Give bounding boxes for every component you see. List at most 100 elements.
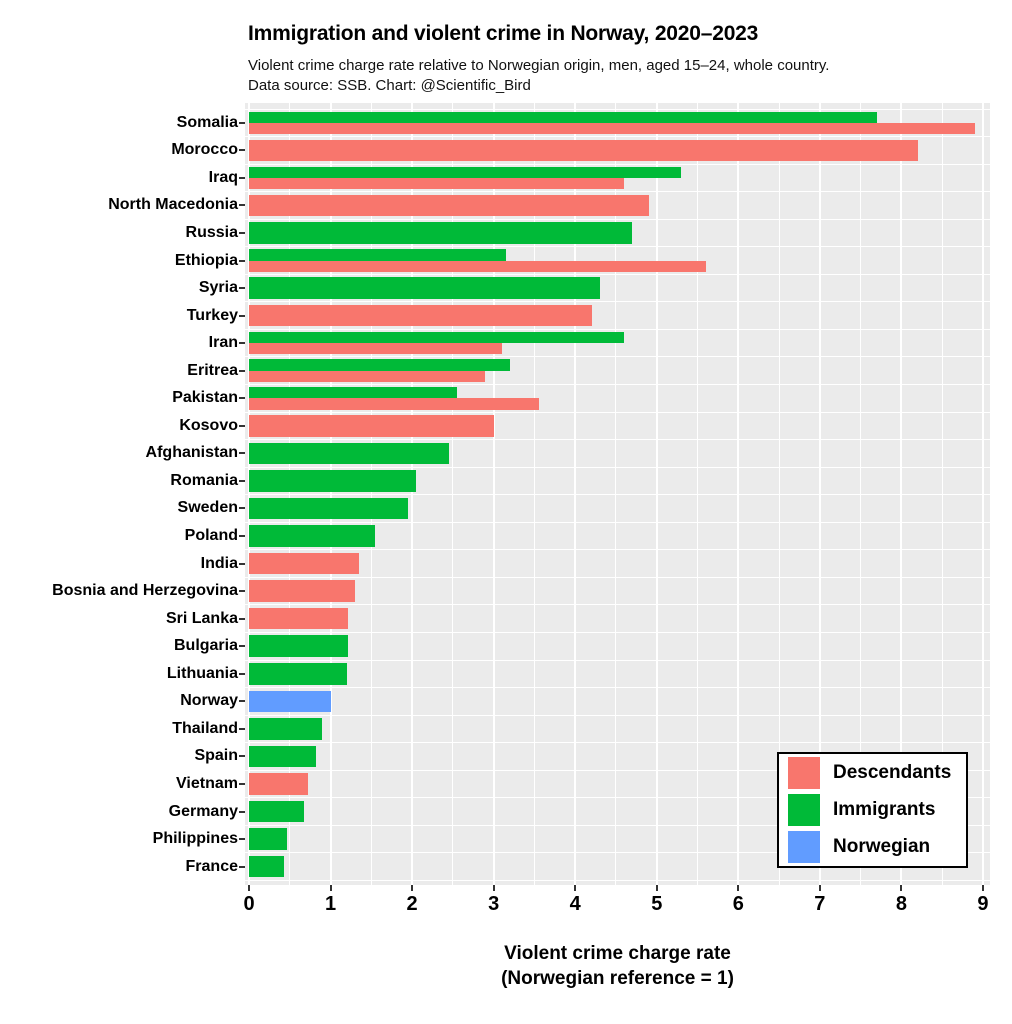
gridline-minor-0.5: [289, 103, 291, 885]
bar-eritrea-immigrants: [249, 359, 510, 371]
x-tick-1: [329, 885, 332, 891]
bar-vietnam-descendants: [249, 773, 308, 795]
row-separator: [245, 824, 990, 826]
x-tick-4: [574, 885, 577, 891]
y-label-france: France: [185, 857, 238, 875]
row-separator: [245, 852, 990, 854]
y-tick-spain: [239, 755, 245, 758]
row-separator: [245, 328, 990, 330]
y-axis-labels: Somalia Morocco Iraq North Macedonia Russia E…: [0, 103, 238, 885]
bar-syria-immigrants: [249, 277, 600, 299]
x-axis-title-line2: (Norwegian reference = 1): [501, 968, 734, 989]
y-label-sri-lanka: Sri Lanka: [165, 609, 238, 627]
gridline-minor-3.5: [533, 103, 535, 885]
legend-item-immigrants: Immigrants: [788, 794, 966, 826]
y-tick-syria: [239, 287, 245, 290]
gridline-major-2: [411, 103, 414, 885]
y-tick-bulgaria: [239, 645, 245, 648]
bar-spain-immigrants: [249, 745, 316, 768]
bar-sweden-immigrants: [249, 497, 409, 520]
bar-lithuania-immigrants: [249, 663, 347, 685]
x-axis-title-line1: Violent crime charge rate: [504, 943, 731, 964]
x-tick-label-2: 2: [406, 893, 418, 915]
row-separator: [245, 576, 990, 578]
legend-label-descendants: Descendants: [833, 762, 952, 783]
gridline-minor-1.5: [370, 103, 372, 885]
y-label-russia: Russia: [185, 223, 238, 241]
gridline-minor-6.5: [778, 103, 780, 885]
bar-romania-immigrants: [249, 470, 417, 492]
x-tick-7: [818, 885, 821, 891]
row-separator: [245, 273, 990, 275]
bar-pakistan-descendants: [249, 398, 539, 410]
y-tick-poland: [239, 535, 245, 538]
y-tick-france: [239, 865, 245, 868]
gridline-major-7: [818, 103, 821, 885]
row-separator: [245, 521, 990, 523]
row-separator: [245, 246, 990, 248]
gridline-major-4: [574, 103, 577, 885]
y-tick-iraq: [239, 176, 245, 179]
bar-india-descendants: [249, 552, 360, 575]
row-separator: [245, 384, 990, 385]
bar-iran-descendants: [249, 343, 502, 355]
y-tick-iran: [239, 342, 245, 345]
x-tick-5: [655, 885, 658, 891]
row-separator: [245, 356, 990, 358]
x-tick-label-4: 4: [569, 893, 581, 915]
y-tick-bosnia-and-herzegovina: [239, 590, 245, 593]
y-label-turkey: Turkey: [186, 306, 238, 324]
row-separator: [245, 769, 990, 771]
legend-swatch-descendants: [788, 757, 820, 789]
row-separator: [245, 797, 990, 799]
y-label-lithuania: Lithuania: [166, 664, 238, 682]
x-tick-label-1: 1: [324, 893, 337, 915]
row-separator: [245, 659, 990, 661]
row-separator: [245, 439, 990, 441]
bar-germany-immigrants: [249, 800, 304, 823]
row-separator: [245, 301, 990, 303]
y-tick-germany: [239, 810, 245, 813]
y-label-north-macedonia: North Macedonia: [108, 196, 238, 214]
x-tick-9: [981, 885, 984, 891]
y-tick-kosovo: [239, 424, 245, 427]
chart-subtitle-line1: Violent crime charge rate relative to No…: [248, 57, 830, 74]
bar-norway-norwegian: [249, 690, 331, 713]
gridline-major-0: [248, 103, 250, 885]
chart-subtitle-line2: Data source: SSB. Chart: @Scientific_Bir…: [248, 77, 531, 94]
row-separator: [245, 191, 990, 193]
row-separator: [245, 466, 990, 468]
gridline-major-9: [981, 103, 984, 885]
bar-somalia-descendants: [249, 122, 975, 135]
x-tick-label-0: 0: [243, 893, 255, 915]
x-tick-3: [492, 885, 495, 891]
x-tick-label-5: 5: [651, 893, 663, 915]
x-tick-label-3: 3: [488, 893, 500, 915]
y-label-syria: Syria: [198, 279, 238, 297]
gridline-minor-5.5: [697, 103, 699, 885]
y-label-poland: Poland: [184, 527, 238, 545]
gridline-major-5: [655, 103, 658, 885]
gridline-major-8: [900, 103, 903, 885]
x-tick-8: [900, 885, 903, 891]
row-separator: [245, 631, 990, 633]
y-tick-eritrea: [239, 369, 245, 372]
bar-poland-immigrants: [249, 525, 376, 547]
y-tick-thailand: [239, 727, 245, 730]
gridline-minor-2.5: [452, 103, 454, 885]
bar-bosnia-and-herzegovina-descendants: [249, 580, 355, 602]
x-tick-6: [737, 885, 740, 891]
bar-france-immigrants: [249, 855, 285, 878]
x-tick-2: [411, 885, 414, 891]
bar-sri-lanka-descendants: [249, 607, 349, 630]
x-tick-label-8: 8: [895, 893, 907, 915]
y-label-iran: Iran: [208, 334, 238, 352]
y-label-bulgaria: Bulgaria: [173, 637, 238, 655]
bar-afghanistan-immigrants: [249, 442, 449, 465]
y-tick-sri-lanka: [239, 617, 245, 620]
y-tick-morocco: [239, 149, 245, 152]
y-tick-romania: [239, 479, 245, 482]
y-tick-afghanistan: [239, 452, 245, 455]
y-label-norway: Norway: [180, 692, 238, 710]
